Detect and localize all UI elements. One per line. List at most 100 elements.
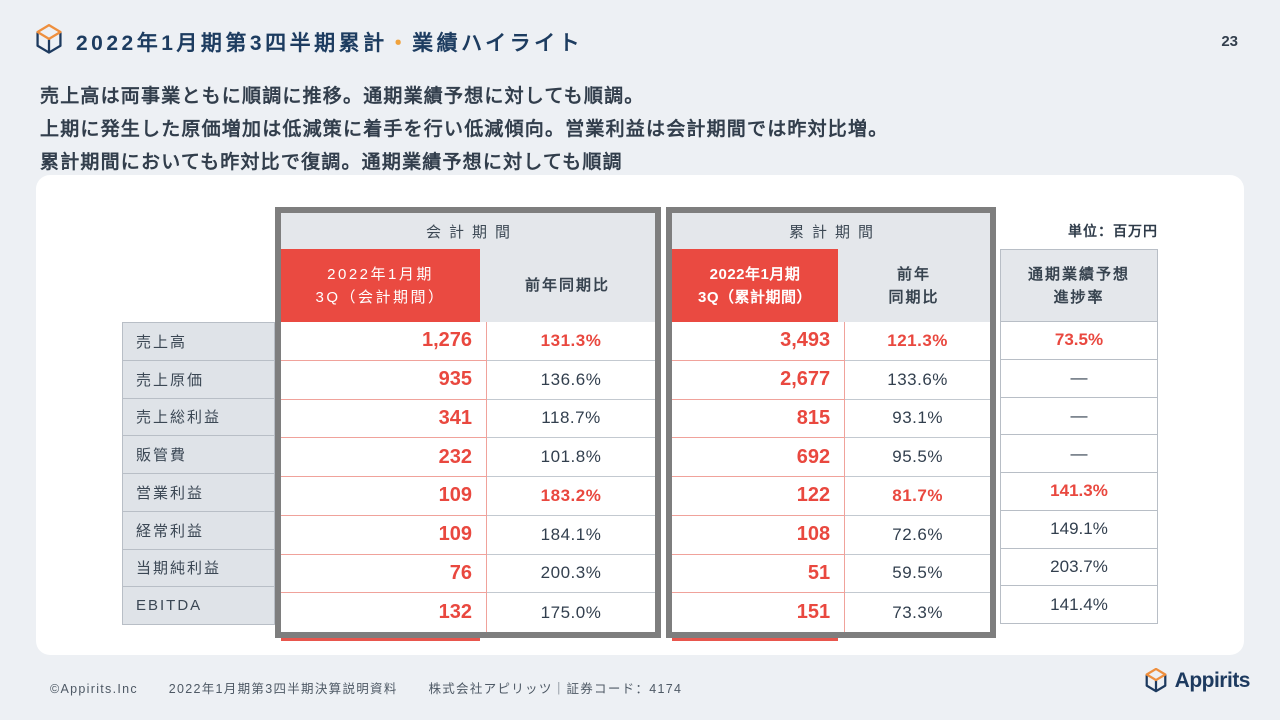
red-accent-accounting: [281, 638, 480, 641]
fiscal-value-cell: 132: [281, 593, 488, 632]
row-label: 売上総利益: [122, 397, 275, 437]
cumulative-value-cell: 151: [672, 593, 846, 632]
fiscal-yoy-cell: 136.6%: [487, 361, 655, 400]
fiscal-yoy-cell: 183.2%: [487, 477, 655, 516]
group-header-accounting: 会計期間: [281, 213, 655, 249]
page-title-part1: 2022年1月期第3四半期累計: [76, 32, 388, 55]
appirits-logo: Appirits: [1144, 668, 1251, 694]
table-row: 151 73.3%: [672, 593, 990, 632]
progress-cell: —: [1000, 434, 1158, 473]
table-row: 1,276 131.3%: [281, 322, 655, 361]
progress-cell: 149.1%: [1000, 509, 1158, 549]
accounting-column-headers: 2022年1月期 3Q（会計期間） 前年同期比: [281, 249, 655, 322]
cumulative-value-cell: 815: [672, 399, 846, 439]
page-title: 2022年1月期第3四半期累計・業績ハイライト: [76, 27, 583, 57]
row-label: EBITDA: [122, 586, 275, 625]
table-row: 692 95.5%: [672, 438, 990, 477]
summary-line-3: 累計期間においても昨対比で復調。通期業績予想に対しても順調: [40, 152, 623, 173]
progress-cell: —: [1000, 358, 1158, 398]
summary-line-1: 売上高は両事業ともに順調に推移。通期業績予想に対しても順調。: [40, 86, 645, 107]
table-row: 935 136.6%: [281, 360, 655, 400]
fiscal-value-cell: 341: [281, 399, 488, 439]
row-label: 経常利益: [122, 510, 275, 550]
footer: ©Appirits.Inc 2022年1月期第3四半期決算説明資料 株式会社アピ…: [50, 678, 682, 697]
progress-cell: 73.5%: [1000, 321, 1158, 360]
fiscal-yoy-cell: 184.1%: [487, 516, 655, 555]
footer-company-info: 株式会社アピリッツ｜証券コード：4174: [428, 682, 683, 696]
cumulative-yoy-cell: 93.1%: [845, 400, 990, 439]
cumulative-yoy-cell: 59.5%: [845, 555, 990, 594]
table-row: 815 93.1%: [672, 399, 990, 439]
cumulative-value-cell: 3,493: [672, 322, 846, 361]
progress-column: 通期業績予想 進捗率 73.5% — — —141.3% 149.1% 203.7% 141…: [1000, 249, 1158, 624]
cumulative-period-header: 2022年1月期 3Q（累計期間）: [672, 249, 838, 322]
cumulative-yoy-header-line1: 前年: [896, 265, 931, 283]
accounting-data-grid: 1,276 131.3% 935 136.6% 341 118.7% 232 1…: [281, 322, 655, 632]
row-label: 販管費: [122, 435, 275, 474]
red-accent-cumulative: [672, 638, 838, 641]
table-row: 132 175.0%: [281, 593, 655, 632]
page-title-separator: ・: [387, 32, 413, 55]
progress-data-column: 73.5% — — —141.3% 149.1% 203.7% 141.4%: [1000, 321, 1158, 624]
cumulative-yoy-header: 前年 同期比: [838, 249, 990, 322]
progress-cell: 203.7%: [1000, 547, 1158, 587]
cumulative-yoy-cell: 72.6%: [845, 516, 990, 555]
table-row: 109 184.1%: [281, 515, 655, 555]
footer-copyright: ©Appirits.Inc: [50, 682, 138, 696]
cumulative-value-cell: 108: [672, 515, 846, 555]
fiscal-yoy-cell: 175.0%: [540, 602, 602, 622]
fiscal-period-header: 2022年1月期 3Q（会計期間）: [281, 249, 480, 322]
table-row: 2,677 133.6%: [672, 360, 990, 400]
cube-logo-icon: [1145, 668, 1167, 693]
fiscal-yoy-cell: 101.8%: [487, 438, 655, 477]
progress-header-line1: 通期業績予想: [1027, 265, 1130, 283]
progress-cell: —: [1000, 396, 1158, 436]
cube-logo-icon: [36, 24, 62, 54]
progress-cell: 141.3%: [1000, 472, 1158, 511]
table-row: 51 59.5%: [672, 554, 990, 594]
row-label-column: 売上高 売上原価 売上総利益 販管費 営業利益 経常利益 当期純利益 EBITDA: [122, 322, 275, 625]
progress-header: 通期業績予想 進捗率: [1000, 249, 1158, 322]
cumulative-column-headers: 2022年1月期 3Q（累計期間） 前年 同期比: [672, 249, 990, 322]
fiscal-yoy-header: 前年同期比: [480, 249, 655, 322]
cumulative-yoy-cell: 121.3%: [845, 322, 990, 361]
page-title-part2: 業績ハイライト: [412, 32, 584, 55]
logo-wordmark: Appirits: [1174, 669, 1251, 692]
fiscal-yoy-cell: 118.7%: [487, 400, 655, 439]
table-row: 109 183.2%: [281, 477, 655, 516]
fiscal-yoy-cell: 131.3%: [487, 322, 655, 361]
summary-line-2: 上期に発生した原価増加は低減策に着手を行い低減傾向。営業利益は会計期間では昨対比…: [40, 119, 889, 140]
fiscal-value-cell: 109: [281, 477, 488, 516]
summary-text: 売上高は両事業ともに順調に推移。通期業績予想に対しても順調。 上期に発生した原価…: [40, 80, 888, 179]
row-label: 営業利益: [122, 473, 275, 512]
fiscal-value-cell: 232: [281, 438, 488, 477]
group-header-cumulative: 累計期間: [672, 213, 990, 249]
unit-label: 単位：百万円: [1068, 223, 1158, 239]
cumulative-period-group: 累計期間 2022年1月期 3Q（累計期間） 前年 同期比 3,493 121.…: [666, 207, 996, 638]
accounting-period-group: 会計期間 2022年1月期 3Q（会計期間） 前年同期比 1,276 131.3…: [275, 207, 661, 638]
cumulative-period-header-line1: 2022年1月期: [709, 265, 801, 283]
table-row: 122 81.7%: [672, 477, 990, 516]
fiscal-yoy-cell: 200.3%: [487, 555, 655, 594]
progress-cell: 141.4%: [1000, 585, 1158, 624]
footer-document-title: 2022年1月期第3四半期決算説明資料: [168, 682, 398, 696]
fiscal-period-header-line1: 2022年1月期: [327, 265, 434, 283]
cumulative-yoy-cell: 81.7%: [845, 477, 990, 516]
row-label: 当期純利益: [122, 548, 275, 588]
row-label: 売上原価: [122, 359, 275, 399]
table-row: 108 72.6%: [672, 515, 990, 555]
table-row: 76 200.3%: [281, 554, 655, 594]
fiscal-value-cell: 1,276: [281, 322, 488, 361]
fiscal-yoy-header-label: 前年同期比: [524, 277, 610, 294]
progress-header-line2: 進捗率: [1053, 288, 1105, 306]
cumulative-yoy-cell: 73.3%: [892, 602, 943, 622]
cumulative-yoy-cell: 95.5%: [845, 438, 990, 477]
row-label: 売上高: [122, 322, 275, 361]
cumulative-value-cell: 2,677: [672, 360, 846, 400]
fiscal-value-cell: 935: [281, 360, 488, 400]
cumulative-value-cell: 692: [672, 438, 846, 477]
cumulative-data-grid: 3,493 121.3% 2,677 133.6% 815 93.1% 692 …: [672, 322, 990, 632]
cumulative-value-cell: 122: [672, 477, 846, 516]
cumulative-yoy-header-line2: 同期比: [888, 288, 940, 306]
table-row: 341 118.7%: [281, 399, 655, 439]
